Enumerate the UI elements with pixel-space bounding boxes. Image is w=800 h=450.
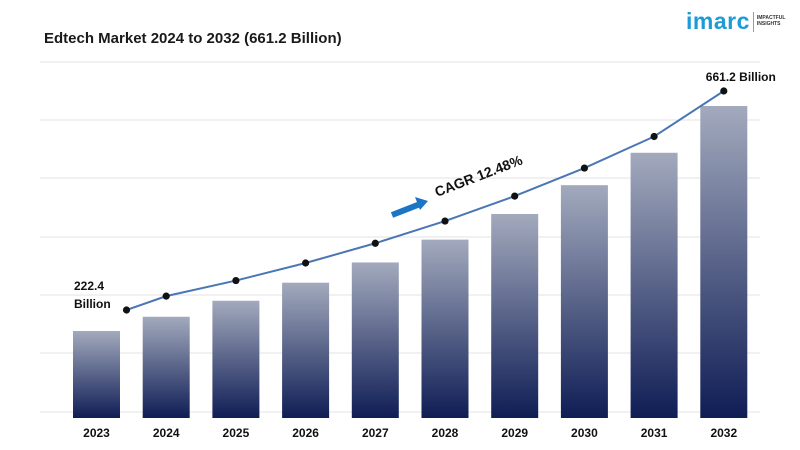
trend-marker-2028 xyxy=(441,217,449,225)
trend-marker-2032 xyxy=(720,87,728,95)
x-tick-label-2026: 2026 xyxy=(292,426,319,440)
x-tick-label-2025: 2025 xyxy=(223,426,250,440)
x-tick-label-2031: 2031 xyxy=(641,426,668,440)
start-unit-label: Billion xyxy=(74,297,111,311)
cagr-label: CAGR 12.48% xyxy=(432,151,525,199)
bar-2025 xyxy=(212,300,260,418)
chart-title: Edtech Market 2024 to 2032 (661.2 Billio… xyxy=(44,30,342,47)
trend-marker-2023 xyxy=(122,306,131,314)
trend-marker-2030 xyxy=(580,164,589,172)
bar-2024 xyxy=(142,316,190,418)
x-tick-label-2028: 2028 xyxy=(432,426,459,440)
bar-2027 xyxy=(351,262,399,418)
trend-marker-2031 xyxy=(650,132,658,141)
start-value-label: 222.4 xyxy=(74,279,104,293)
bar-2023 xyxy=(73,331,120,418)
imarc-logo: imarc IMPACTFUL INSIGHTS xyxy=(686,10,785,33)
logo-tagline: IMPACTFUL INSIGHTS xyxy=(756,14,786,28)
bar-2028 xyxy=(421,239,469,418)
logo-wordmark: imarc xyxy=(686,8,750,34)
cagr-arrow-head xyxy=(415,197,428,210)
trend-line xyxy=(126,90,725,311)
trend-marker-2027 xyxy=(371,239,379,247)
trend-marker-2029 xyxy=(511,192,519,200)
bar-2031 xyxy=(630,152,678,418)
x-tick-label-2030: 2030 xyxy=(571,426,598,440)
logo-tagline-line1: IMPACTFUL xyxy=(756,14,786,21)
bar-2026 xyxy=(282,282,330,418)
bar-2030 xyxy=(560,185,608,418)
cagr-arrow-shaft xyxy=(390,200,424,218)
x-tick-label-2024: 2024 xyxy=(153,426,180,440)
x-axis-labels: 2023 2024 2025 2026 2027 2028 2029 2030 2031 2032 xyxy=(83,426,737,440)
end-value-label: 661.2 Billion xyxy=(706,70,776,84)
trend-line-path xyxy=(126,90,725,311)
x-tick-label-2023: 2023 xyxy=(83,426,110,440)
bars xyxy=(73,106,748,418)
x-tick-label-2029: 2029 xyxy=(501,426,528,440)
x-tick-label-2032: 2032 xyxy=(710,426,737,440)
logo-divider xyxy=(752,11,754,32)
trend-marker-2026 xyxy=(302,259,310,267)
x-tick-label-2027: 2027 xyxy=(362,426,389,440)
bar-2029 xyxy=(491,213,539,418)
logo-tagline-line2: INSIGHTS xyxy=(756,20,781,27)
trend-markers xyxy=(122,87,728,314)
trend-marker-2025 xyxy=(232,276,240,285)
cagr-annotation: CAGR 12.48% xyxy=(390,151,525,218)
bar-2032 xyxy=(700,106,748,418)
trend-marker-2024 xyxy=(162,292,170,300)
